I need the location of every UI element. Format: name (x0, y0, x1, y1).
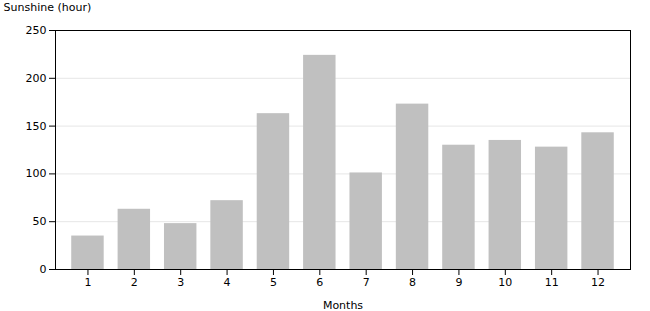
svg-text:100: 100 (26, 167, 47, 180)
svg-text:200: 200 (26, 72, 47, 85)
svg-text:4: 4 (224, 276, 231, 289)
svg-text:8: 8 (409, 276, 416, 289)
svg-text:Months: Months (323, 299, 363, 311)
svg-text:0: 0 (40, 263, 47, 276)
svg-text:6: 6 (316, 276, 323, 289)
svg-text:10: 10 (498, 276, 512, 289)
svg-text:5: 5 (270, 276, 277, 289)
svg-text:3: 3 (177, 276, 184, 289)
svg-text:Sunshine (hour): Sunshine (hour) (4, 1, 92, 14)
svg-text:1: 1 (84, 276, 91, 289)
svg-text:150: 150 (26, 120, 47, 133)
svg-text:2: 2 (131, 276, 138, 289)
svg-text:50: 50 (33, 215, 47, 228)
svg-text:250: 250 (26, 24, 47, 37)
svg-text:9: 9 (455, 276, 462, 289)
svg-text:11: 11 (545, 276, 559, 289)
svg-text:7: 7 (363, 276, 370, 289)
svg-text:12: 12 (591, 276, 605, 289)
